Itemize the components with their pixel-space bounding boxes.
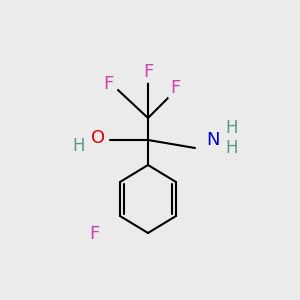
Text: F: F — [170, 79, 180, 97]
Text: H: H — [226, 119, 238, 137]
Text: N: N — [206, 131, 220, 149]
Text: H: H — [226, 139, 238, 157]
Text: H: H — [73, 137, 85, 155]
Text: F: F — [89, 225, 99, 243]
Text: F: F — [103, 75, 113, 93]
Text: O: O — [91, 129, 105, 147]
Text: F: F — [143, 63, 153, 81]
